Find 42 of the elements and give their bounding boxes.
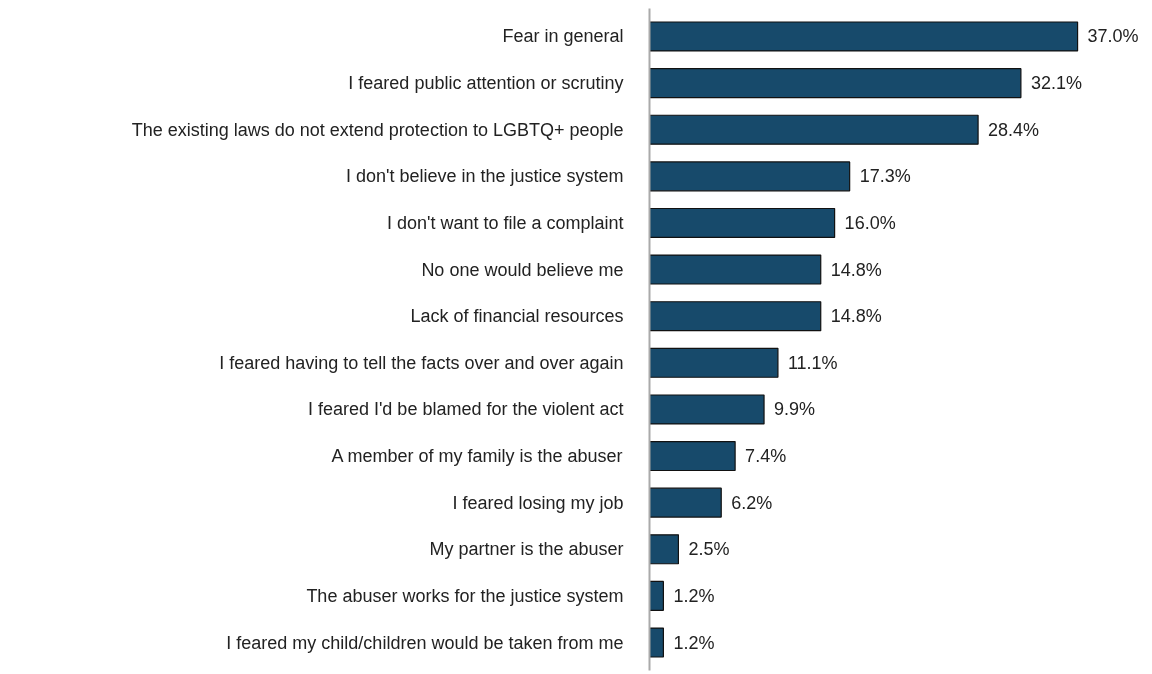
data-label: 32.1% — [1030, 73, 1082, 94]
bar — [649, 441, 736, 472]
y-tick-label: I feared public attention or scrutiny — [348, 73, 624, 94]
bar — [649, 580, 664, 611]
bar — [649, 254, 822, 285]
data-label: 14.8% — [830, 259, 882, 280]
bar — [649, 487, 722, 518]
data-label: 16.0% — [844, 212, 896, 233]
bar — [649, 301, 822, 332]
bar — [649, 21, 1079, 52]
bar — [649, 394, 765, 425]
y-tick-label: I feared my child/children would be taken from me — [226, 632, 624, 653]
y-tick-label: I feared having to tell the facts over and over again — [219, 352, 624, 373]
y-tick-label: Lack of financial resources — [410, 306, 624, 327]
data-label: 2.5% — [688, 539, 730, 560]
data-label: 9.9% — [774, 399, 816, 420]
bar — [649, 534, 680, 565]
data-label: 37.0% — [1087, 26, 1139, 47]
data-label: 14.8% — [830, 306, 882, 327]
y-tick-label: The existing laws do not extend protection to LGBTQ+ people — [131, 119, 624, 140]
y-tick-label: I feared I'd be blamed for the violent act — [307, 399, 624, 420]
data-label: 17.3% — [859, 166, 911, 187]
bar — [649, 161, 851, 192]
y-tick-label: No one would believe me — [421, 259, 624, 280]
data-label: 1.2% — [673, 632, 715, 653]
data-label: 11.1% — [787, 352, 838, 373]
y-tick-label: The abuser works for the justice system — [306, 585, 624, 606]
y-tick-label: I feared losing my job — [452, 492, 624, 513]
y-tick-label: I don't want to file a complaint — [386, 212, 624, 233]
bar — [649, 114, 979, 145]
y-tick-label: My partner is the abuser — [429, 539, 624, 560]
bar — [649, 68, 1022, 99]
bar — [649, 347, 779, 378]
y-tick-label: I don't believe in the justice system — [345, 166, 624, 187]
bar — [649, 207, 836, 238]
y-tick-label: A member of my family is the abuser — [331, 446, 623, 467]
bar — [649, 627, 664, 658]
data-label: 7.4% — [745, 446, 787, 467]
data-label: 28.4% — [988, 119, 1040, 140]
y-tick-label: Fear in general — [502, 26, 624, 47]
data-label: 1.2% — [673, 585, 715, 606]
data-label: 6.2% — [731, 492, 773, 513]
